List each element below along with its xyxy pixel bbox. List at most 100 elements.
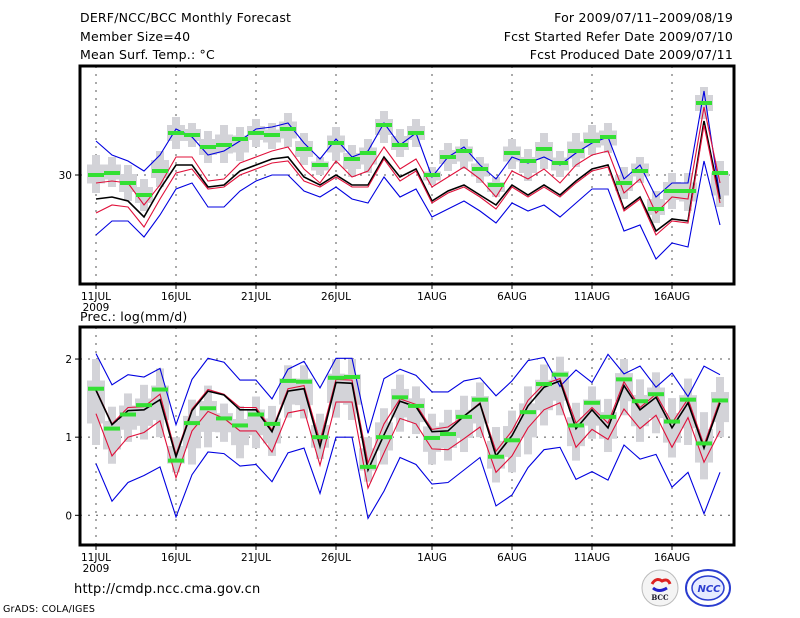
- median-marker: [248, 131, 264, 135]
- quartile-box: [535, 379, 553, 411]
- series-line-ensemble-min: [95, 160, 721, 260]
- forecast-period: For 2009/07/11–2009/08/19: [554, 10, 733, 25]
- median-marker: [360, 464, 376, 469]
- series-line-ensemble-mean: [95, 120, 721, 233]
- y-tick-label: 2: [65, 354, 72, 366]
- median-marker: [184, 421, 200, 426]
- median-marker: [152, 169, 168, 173]
- median-marker: [104, 426, 120, 431]
- x-year-label: 2009: [83, 563, 110, 575]
- x-tick-label: 16JUL: [161, 291, 191, 303]
- y-tick-label: 0: [65, 510, 72, 522]
- median-marker: [456, 414, 472, 419]
- chart-title: DERF/NCC/BCC Monthly Forecast: [80, 10, 292, 25]
- plot-frame: [78, 64, 736, 286]
- x-tick-label: 6AUG: [497, 552, 527, 564]
- median-marker: [712, 398, 728, 403]
- median-marker: [120, 181, 136, 185]
- median-marker: [568, 423, 584, 428]
- quartile-box: [87, 380, 105, 424]
- median-marker: [632, 399, 648, 404]
- median-marker: [440, 432, 456, 437]
- median-marker: [504, 151, 520, 155]
- quartile-box: [231, 419, 249, 446]
- median-marker: [552, 372, 568, 377]
- median-marker: [264, 133, 280, 137]
- median-marker: [648, 392, 664, 397]
- median-marker: [104, 171, 120, 175]
- fcst-started-date: Fcst Started Refer Date 2009/07/10: [503, 29, 733, 44]
- median-marker: [360, 151, 376, 155]
- median-marker: [456, 149, 472, 153]
- bcc-logo-icon: BCC NCC: [641, 569, 731, 607]
- source-url[interactable]: http://cmdp.ncc.cma.gov.cn: [74, 582, 261, 597]
- quartile-box: [295, 378, 313, 406]
- median-marker: [88, 386, 104, 391]
- median-marker: [520, 159, 536, 163]
- y-tick-label: 1: [65, 432, 72, 444]
- x-tick-label: 11AUG: [574, 552, 610, 564]
- series-line-ensemble-min: [95, 436, 721, 520]
- x-tick-label: 1AUG: [417, 552, 447, 564]
- median-marker: [280, 127, 296, 131]
- grads-credit: GrADS: COLA/IGES: [3, 604, 96, 615]
- median-marker: [296, 147, 312, 151]
- median-marker: [616, 377, 632, 382]
- median-marker: [440, 155, 456, 159]
- median-marker: [664, 419, 680, 424]
- median-marker: [584, 400, 600, 405]
- median-marker: [552, 161, 568, 165]
- median-marker: [200, 406, 216, 411]
- quartile-box: [583, 399, 601, 426]
- median-marker: [168, 458, 184, 463]
- plot-frame: [78, 325, 736, 547]
- x-tick-label: 16AUG: [654, 552, 690, 564]
- median-marker: [136, 193, 152, 197]
- median-marker: [312, 435, 328, 440]
- median-marker: [488, 183, 504, 187]
- quartile-box: [135, 398, 153, 426]
- x-tick-label: 11AUG: [574, 291, 610, 303]
- series-line-ensemble-max: [95, 353, 721, 434]
- fcst-produced-date: Fcst Produced Date 2009/07/11: [529, 47, 733, 62]
- median-marker: [184, 133, 200, 137]
- median-marker: [216, 143, 232, 147]
- quartile-box: [199, 401, 217, 432]
- median-marker: [280, 378, 296, 383]
- median-marker: [680, 189, 696, 193]
- member-size: Member Size=40: [80, 29, 191, 44]
- median-marker: [248, 412, 264, 417]
- median-marker: [392, 143, 408, 147]
- logos: BCC NCC: [640, 568, 736, 608]
- median-marker: [632, 169, 648, 173]
- median-marker: [616, 181, 632, 185]
- median-marker: [232, 423, 248, 428]
- median-marker: [376, 123, 392, 127]
- ncc-logo-icon: NCC: [685, 569, 731, 607]
- median-marker: [536, 147, 552, 151]
- quartile-box: [711, 172, 729, 196]
- series-line-upper-spread: [95, 106, 721, 214]
- median-marker: [664, 189, 680, 193]
- variable-label-bottom: Prec.: log(mm/d): [80, 309, 188, 324]
- median-marker: [648, 207, 664, 211]
- x-tick-label: 21JUL: [241, 291, 271, 303]
- x-tick-label: 26JUL: [321, 291, 351, 303]
- median-marker: [152, 387, 168, 392]
- median-marker: [120, 412, 136, 417]
- median-marker: [472, 397, 488, 402]
- median-marker: [136, 403, 152, 408]
- y-tick-label: 30: [59, 170, 72, 182]
- median-marker: [392, 395, 408, 400]
- bcc-logo-text: BCC: [651, 593, 669, 602]
- quartile-box: [679, 395, 697, 429]
- median-marker: [488, 454, 504, 459]
- median-marker: [504, 438, 520, 443]
- median-marker: [312, 163, 328, 167]
- median-marker: [696, 101, 712, 105]
- x-tick-label: 16JUL: [161, 552, 191, 564]
- median-marker: [216, 416, 232, 421]
- median-marker: [376, 435, 392, 440]
- median-marker: [520, 410, 536, 415]
- median-marker: [600, 414, 616, 419]
